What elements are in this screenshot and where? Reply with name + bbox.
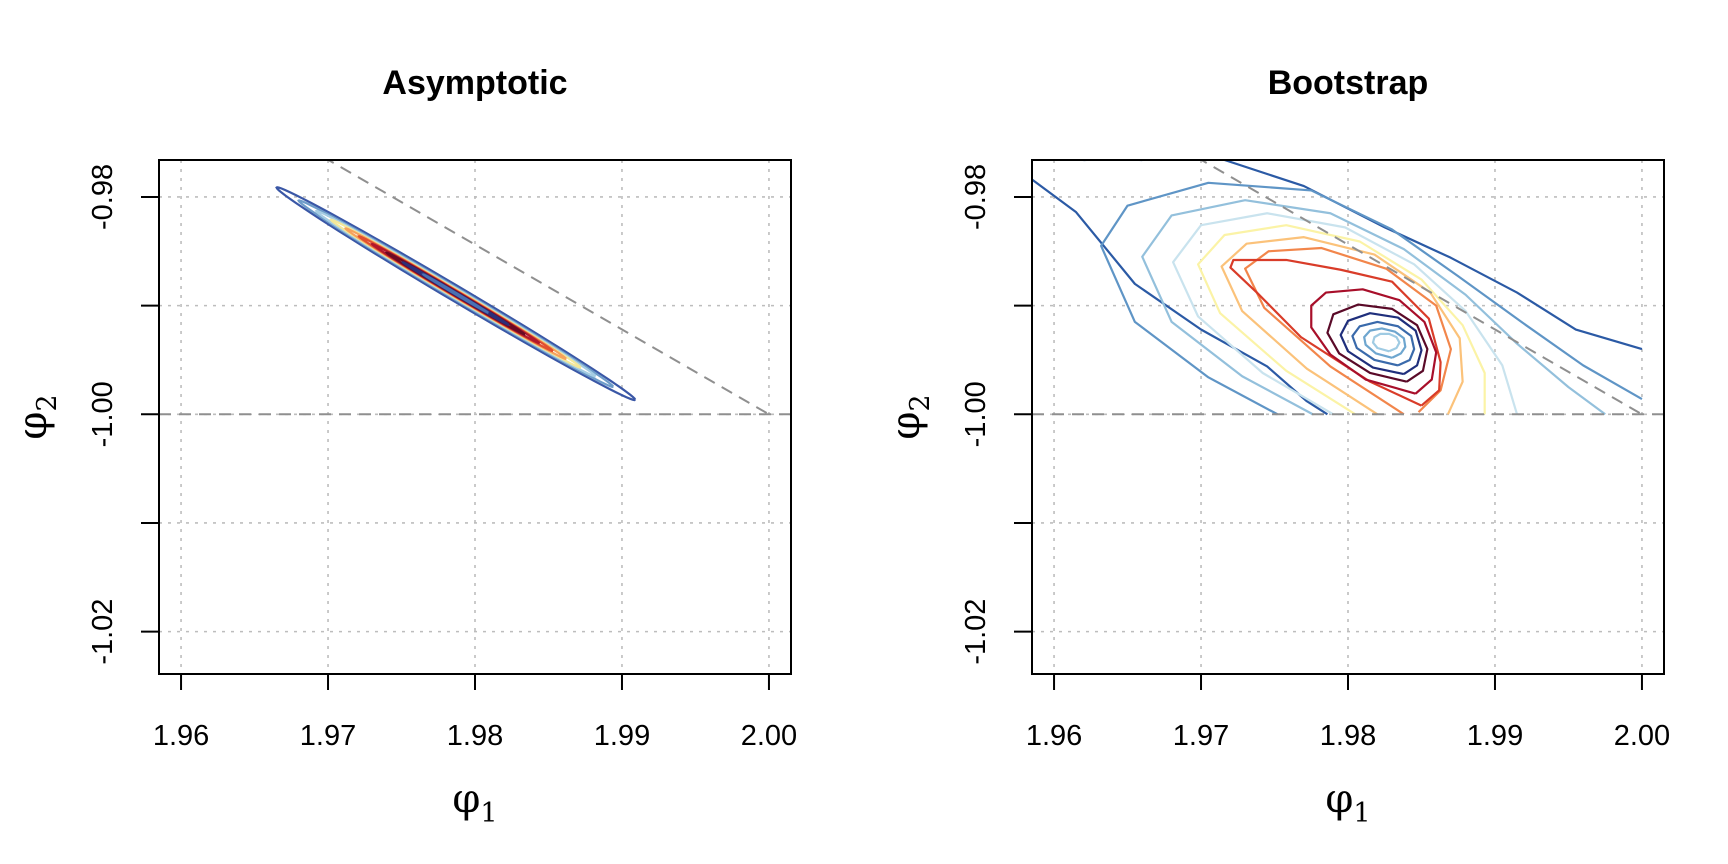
y-tick-label: -0.98	[87, 164, 119, 230]
contour-level-2	[1099, 181, 1643, 416]
y-tick-label: -0.98	[960, 164, 992, 230]
y-tick-label: -1.00	[87, 381, 119, 447]
contour-level-10	[1326, 303, 1429, 383]
y-axis-label-sub: 2	[905, 394, 936, 411]
x-tick-label: 1.96	[153, 720, 209, 752]
x-axis-label: φ1	[452, 776, 497, 829]
contour-level-1	[1032, 178, 1329, 416]
x-tick-label: 2.00	[741, 720, 797, 752]
contour-level-6	[1220, 236, 1464, 416]
contour-lines	[1032, 160, 1643, 416]
contour-level-12	[1351, 320, 1416, 367]
y-axis-label: φ2	[883, 394, 936, 439]
y-axis-label-base: φ	[10, 412, 56, 440]
x-tick-label: 1.99	[1467, 720, 1523, 752]
contour-level-1	[1224, 160, 1643, 351]
contour-level-5	[1196, 224, 1486, 416]
contour-level-11	[1339, 312, 1423, 376]
x-axis-label-sub: 1	[480, 798, 497, 829]
contour-lines	[275, 186, 637, 402]
x-tick-label: 1.98	[447, 720, 503, 752]
x-tick-label: 1.98	[1320, 720, 1376, 752]
reference-lines	[159, 160, 791, 416]
x-axis-label-base: φ	[1325, 776, 1353, 822]
y-axis-label: φ2	[10, 394, 63, 439]
y-tick-label: -1.02	[960, 599, 992, 665]
plot-frame	[158, 159, 792, 675]
x-tick-label: 1.99	[594, 720, 650, 752]
x-tick-label: 1.96	[1026, 720, 1082, 752]
y-axis-label-base: φ	[883, 412, 929, 440]
contour-level-10	[421, 273, 490, 314]
contour-level-14	[1371, 332, 1401, 353]
contour-level-7	[1244, 246, 1452, 416]
contour-level-9	[1310, 288, 1438, 395]
x-axis-label-base: φ	[452, 776, 480, 822]
chart-title: Bootstrap	[1268, 64, 1429, 102]
contour-level-1	[275, 186, 637, 402]
y-axis-label-sub: 2	[32, 394, 63, 411]
contour-level-3	[1141, 199, 1606, 416]
reference-line-diagonal	[1199, 160, 1643, 416]
contour-level-13	[1363, 327, 1407, 359]
chart-title: Asymptotic	[382, 64, 567, 102]
x-tick-label: 2.00	[1614, 720, 1670, 752]
grid-lines	[159, 160, 791, 674]
contour-level-4	[1172, 212, 1519, 416]
bootstrap-panel: Bootstrap 1.96 1.97 1.98 1.99 2.00 -0.98 -1.00 -…	[883, 64, 1670, 829]
y-tick-label: -1.00	[960, 381, 992, 447]
reference-line-diagonal	[326, 160, 770, 416]
reference-lines	[1032, 160, 1664, 416]
grid-lines	[1032, 160, 1664, 674]
contour-level-8	[1229, 258, 1442, 407]
asymptotic-panel: Asymptotic 1.96 1.97 1.98 1.99 2.00 -0.98 -1.00…	[10, 64, 797, 829]
x-axis-label-sub: 1	[1353, 798, 1370, 829]
plot-frame	[1031, 159, 1665, 675]
x-axis-label: φ1	[1325, 776, 1370, 829]
y-tick-label: -1.02	[87, 599, 119, 665]
x-tick-label: 1.97	[1173, 720, 1229, 752]
x-tick-label: 1.97	[300, 720, 356, 752]
